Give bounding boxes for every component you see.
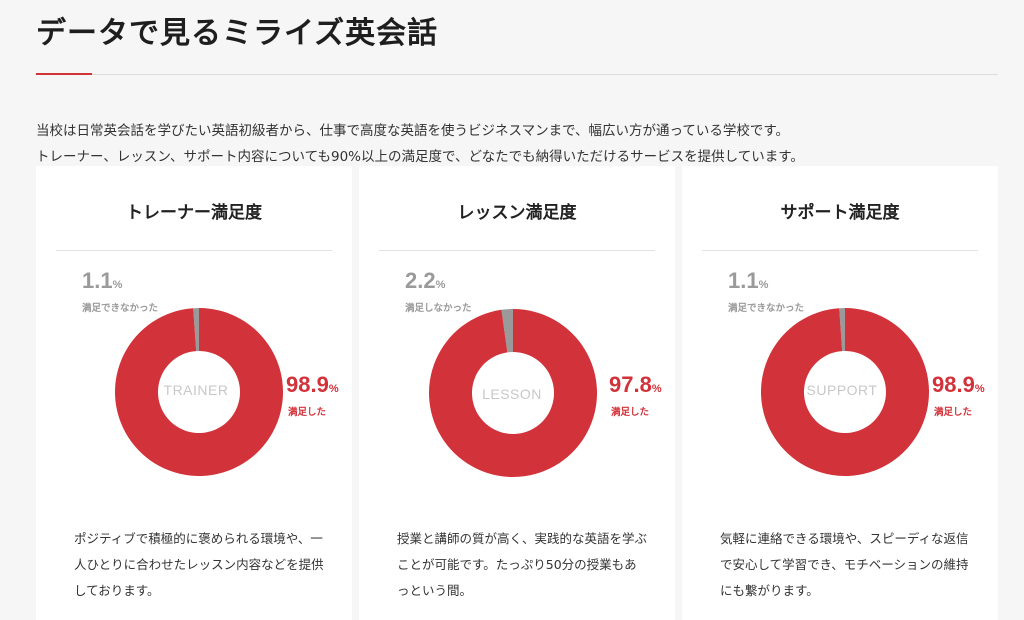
slice-satisfied: [115, 308, 283, 476]
card-trainer: トレーナー満足度 1.1% 満足できなかった TRAINER 98.9% 満足し…: [36, 166, 352, 620]
positive-percent: 97.8%: [609, 372, 662, 398]
negative-unit: %: [758, 279, 769, 291]
donut-chart: [115, 308, 283, 476]
negative-value: 1.1: [728, 268, 759, 293]
slice-unsatisfied: [193, 308, 199, 352]
intro-text: 当校は日常英会話を学びたい英語初級者から、仕事で高度な英語を使うビジネスマンまで…: [36, 118, 996, 170]
positive-caption: 満足した: [934, 407, 973, 418]
donut-svg: [761, 308, 929, 476]
positive-caption: 満足した: [611, 407, 650, 418]
positive-value: 98.9: [286, 372, 329, 397]
card-support: サポート満足度 1.1% 満足できなかった SUPPORT 98.9% 満足した…: [682, 166, 998, 620]
negative-caption: 満足できなかった: [82, 303, 159, 314]
donut-svg: [429, 309, 597, 477]
center-label: TRAINER: [163, 382, 229, 398]
card-description: ポジティブで積極的に褒められる環境や、一人ひとりに合わせたレッスン内容などを提供…: [74, 531, 324, 598]
page-title: データで見るミライズ英会話: [36, 16, 439, 51]
donut-chart: [761, 308, 929, 476]
positive-unit: %: [651, 383, 662, 395]
card-description: 授業と講師の質が高く、実践的な英語を学ぶことが可能です。たっぷり50分の授業もあ…: [397, 531, 648, 598]
card-divider: [56, 250, 332, 251]
card-title: トレーナー満足度: [126, 203, 262, 223]
title-accent-bar: [36, 73, 92, 75]
negative-value: 2.2: [405, 268, 436, 293]
card-title: レッスン満足度: [457, 203, 577, 223]
title-divider: [36, 74, 998, 75]
card-divider: [702, 250, 978, 251]
positive-value: 98.9: [932, 372, 975, 397]
positive-caption: 満足した: [288, 407, 327, 418]
negative-percent: 2.2%: [405, 268, 445, 294]
slice-satisfied: [761, 308, 929, 476]
negative-unit: %: [112, 279, 123, 291]
negative-unit: %: [435, 279, 446, 291]
slice-unsatisfied: [839, 308, 845, 352]
negative-caption: 満足できなかった: [728, 303, 805, 314]
negative-percent: 1.1%: [82, 268, 122, 294]
negative-value: 1.1: [82, 268, 113, 293]
slice-unsatisfied: [501, 309, 513, 353]
negative-caption: 満足しなかった: [405, 303, 472, 314]
slice-satisfied: [429, 309, 597, 477]
center-label: SUPPORT: [806, 382, 878, 398]
positive-value: 97.8: [609, 372, 652, 397]
positive-unit: %: [328, 383, 339, 395]
negative-percent: 1.1%: [728, 268, 768, 294]
center-label: LESSON: [482, 386, 542, 402]
positive-unit: %: [974, 383, 985, 395]
card-lesson: レッスン満足度 2.2% 満足しなかった LESSON 97.8% 満足した 授…: [359, 166, 675, 620]
intro-line-2: トレーナー、レッスン、サポート内容についても90%以上の満足度で、どなたでも納得…: [36, 149, 804, 165]
positive-percent: 98.9%: [286, 372, 339, 398]
card-divider: [379, 250, 655, 251]
donut-svg: [115, 308, 283, 476]
donut-chart: [429, 309, 597, 477]
intro-line-1: 当校は日常英会話を学びたい英語初級者から、仕事で高度な英語を使うビジネスマンまで…: [36, 123, 790, 139]
positive-percent: 98.9%: [932, 372, 985, 398]
card-title: サポート満足度: [780, 203, 900, 223]
card-description: 気軽に連絡できる環境や、スピーディな返信で安心して学習でき、モチベーションの維持…: [720, 531, 969, 598]
